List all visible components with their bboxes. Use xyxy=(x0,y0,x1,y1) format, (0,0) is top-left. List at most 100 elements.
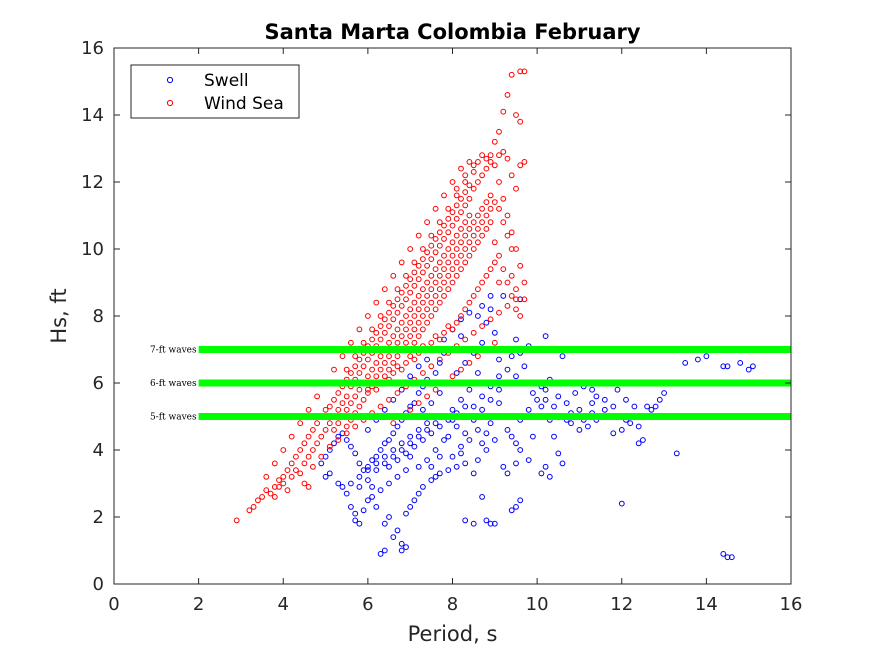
wind-sea-point xyxy=(475,286,481,293)
wind-sea-point xyxy=(445,246,452,252)
legend-marker-swell xyxy=(166,76,174,84)
wind-sea-point xyxy=(521,279,528,286)
swell-point xyxy=(428,400,435,407)
wind-sea-point xyxy=(466,239,473,246)
swell-point xyxy=(487,520,494,527)
wind-sea-point xyxy=(475,159,481,165)
swell-point xyxy=(487,396,494,403)
swell-point xyxy=(449,406,456,413)
wind-sea-point xyxy=(301,480,308,487)
wind-sea-point xyxy=(390,420,397,427)
swell-point xyxy=(745,366,752,373)
swell-point xyxy=(470,470,477,477)
wind-sea-point xyxy=(483,212,490,219)
swell-point xyxy=(610,430,617,437)
wind-sea-point xyxy=(453,192,460,199)
swell-point xyxy=(365,497,371,504)
swell-point xyxy=(542,333,549,340)
wind-sea-point xyxy=(352,363,359,370)
wind-sea-point xyxy=(339,353,346,360)
wind-sea-point xyxy=(411,259,418,266)
wind-sea-point xyxy=(386,396,392,403)
wind-sea-point xyxy=(453,202,460,209)
wind-sea-point xyxy=(411,269,418,276)
swell-point xyxy=(331,440,337,447)
swell-point xyxy=(593,393,600,400)
wind-sea-point xyxy=(386,323,392,330)
wind-sea-point xyxy=(513,246,519,252)
wind-sea-point xyxy=(348,370,354,376)
swell-point xyxy=(381,547,388,554)
wind-sea-point xyxy=(343,406,350,413)
x-tick-label: 10 xyxy=(526,594,549,615)
wind-sea-point xyxy=(310,427,316,433)
wind-sea-point xyxy=(386,353,392,360)
swell-point xyxy=(356,484,363,490)
wind-sea-point xyxy=(466,182,473,189)
swell-point xyxy=(365,463,371,470)
wind-sea-point xyxy=(462,306,469,313)
wind-sea-point xyxy=(436,229,443,236)
wind-sea-point xyxy=(424,393,431,400)
swell-point xyxy=(424,420,431,427)
swell-point xyxy=(737,360,744,366)
wind-sea-point xyxy=(453,185,460,192)
wind-sea-point xyxy=(513,112,519,118)
wind-sea-point xyxy=(343,393,350,400)
wind-sea-point xyxy=(496,309,502,316)
wind-sea-point xyxy=(491,239,498,246)
wind-sea-point xyxy=(424,279,431,286)
wind-sea-point xyxy=(496,205,502,212)
legend-label-swell: Swell xyxy=(204,71,249,91)
swell-point xyxy=(432,473,439,480)
wind-sea-point xyxy=(441,293,447,299)
swell-point xyxy=(542,463,549,470)
wind-sea-point xyxy=(276,484,282,490)
swell-point xyxy=(365,467,371,474)
wind-sea-point xyxy=(441,222,447,229)
wind-sea-point xyxy=(487,192,494,199)
wind-sea-point xyxy=(348,339,354,346)
wind-sea-point xyxy=(293,467,299,474)
swell-point xyxy=(470,520,477,527)
swell-point xyxy=(381,520,388,527)
wind-sea-point xyxy=(394,353,401,360)
swell-point xyxy=(724,363,731,370)
wind-sea-point xyxy=(436,219,443,226)
swell-point xyxy=(525,406,532,413)
swell-point xyxy=(483,447,490,453)
y-tick-label: 16 xyxy=(81,38,104,59)
wind-sea-point xyxy=(365,386,371,393)
wind-sea-point xyxy=(305,433,312,440)
swell-point xyxy=(483,430,490,437)
wind-sea-point xyxy=(335,390,342,396)
swell-point xyxy=(530,390,536,396)
swell-point xyxy=(513,504,519,510)
swell-point xyxy=(365,477,371,484)
wind-sea-point xyxy=(470,169,477,175)
reference-line-label: 5-ft waves xyxy=(150,413,197,423)
wind-sea-point xyxy=(407,319,414,326)
wind-sea-point xyxy=(377,323,384,330)
swell-point xyxy=(432,370,439,376)
wind-sea-point xyxy=(415,232,422,239)
x-axis-label: Period, s xyxy=(408,622,498,646)
swell-point xyxy=(424,356,431,363)
swell-point xyxy=(415,463,422,470)
y-tick-label: 8 xyxy=(93,306,104,327)
wind-sea-point xyxy=(377,353,384,360)
wind-sea-point xyxy=(390,333,397,340)
x-tick-label: 12 xyxy=(610,594,633,615)
swell-point xyxy=(601,406,608,413)
wind-sea-point xyxy=(360,396,367,403)
wind-sea-point xyxy=(462,189,469,196)
wind-sea-point xyxy=(483,226,490,232)
wind-sea-point xyxy=(403,282,409,289)
wind-sea-point xyxy=(373,386,380,393)
wind-sea-point xyxy=(322,427,329,433)
swell-point xyxy=(618,427,625,433)
wind-sea-point xyxy=(441,329,447,336)
swell-point xyxy=(542,396,549,403)
wind-sea-point xyxy=(356,403,363,410)
wind-sea-point xyxy=(386,339,392,346)
